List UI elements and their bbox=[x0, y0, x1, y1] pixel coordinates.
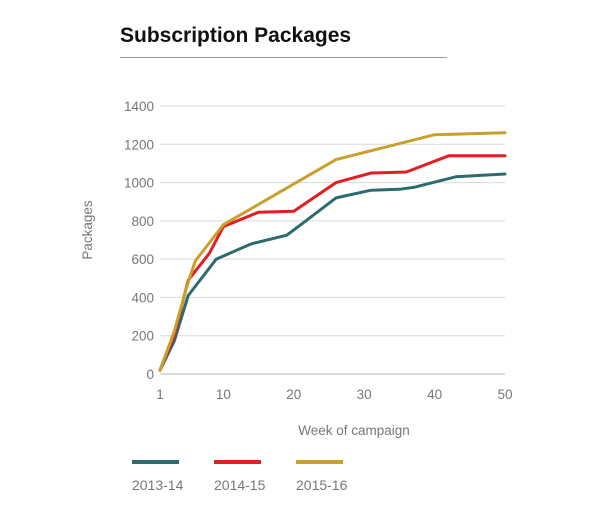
legend-swatch bbox=[214, 460, 261, 464]
y-tick-labels: 0 200 400 600 800 1000 1200 1400 bbox=[124, 99, 154, 382]
series-lines bbox=[158, 131, 507, 372]
chart-title: Subscription Packages bbox=[120, 24, 352, 47]
x-tick-50: 50 bbox=[497, 387, 512, 402]
y-tick-1200: 1200 bbox=[124, 137, 154, 152]
y-tick-400: 400 bbox=[131, 290, 154, 305]
x-tick-20: 20 bbox=[286, 387, 301, 402]
legend-label: 2015-16 bbox=[296, 477, 348, 493]
legend-swatch bbox=[132, 460, 179, 464]
series-line-2013-14 bbox=[158, 172, 507, 372]
y-tick-800: 800 bbox=[131, 214, 154, 229]
x-axis-label: Week of campaign bbox=[298, 423, 410, 438]
series-line-2015-16 bbox=[158, 131, 507, 372]
y-tick-1400: 1400 bbox=[124, 99, 154, 114]
y-tick-0: 0 bbox=[146, 367, 154, 382]
x-tick-40: 40 bbox=[427, 387, 442, 402]
x-tick-30: 30 bbox=[357, 387, 372, 402]
x-tick-10: 10 bbox=[216, 387, 231, 402]
legend-label: 2013-14 bbox=[132, 477, 184, 493]
y-tick-200: 200 bbox=[131, 329, 154, 344]
x-tick-labels: 1 10 20 30 40 50 bbox=[156, 387, 512, 402]
legend-label: 2014-15 bbox=[214, 477, 266, 493]
y-axis-label: Packages bbox=[80, 200, 95, 260]
y-tick-600: 600 bbox=[131, 252, 154, 267]
y-tick-1000: 1000 bbox=[124, 176, 154, 191]
title-underline bbox=[120, 57, 447, 58]
x-tick-1: 1 bbox=[156, 387, 164, 402]
legend-swatch bbox=[296, 460, 343, 464]
